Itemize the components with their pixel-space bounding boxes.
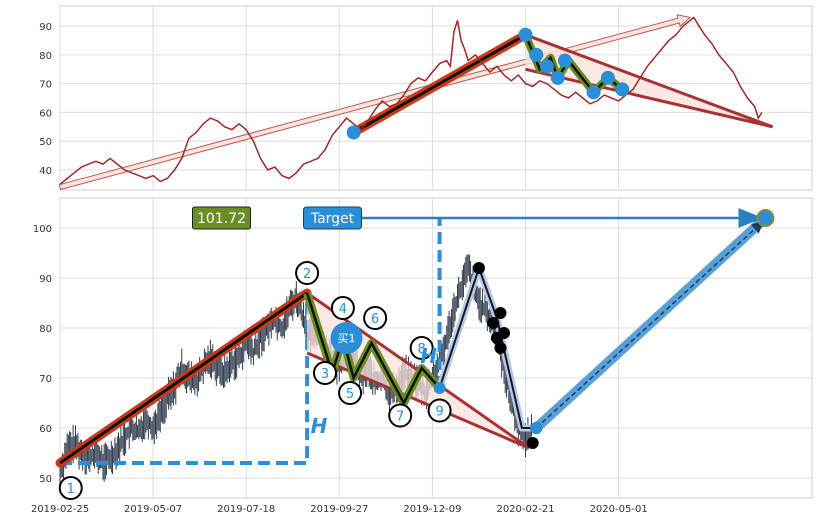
target-label: Target [310,211,355,227]
top-price-line [59,16,763,185]
top-pivot-dot-2 [529,47,544,62]
bottom-tick-y-0: 50 [39,474,52,485]
wave-number-circle-7 [388,403,413,428]
x-tick-label-1: 2019-05-07 [124,504,182,515]
top-wedge-lower [525,67,773,129]
top-pivot-dot-3 [540,59,555,74]
wave-number-5: 5 [346,387,354,402]
rally-inner [438,264,533,429]
height-label-left: H [311,414,328,438]
top-tick-y-3: 70 [39,80,52,91]
price-label-box [191,206,251,230]
wave-number-3: 3 [321,367,329,382]
bottom-frame [59,197,813,499]
x-tick-label-6: 2020-05-01 [590,504,648,515]
bottom-tick-y-4: 90 [39,274,52,285]
buy-dot [330,322,363,354]
bottom-panel: 50 60 70 80 90 100 买1 1 2 3 4 5 6 7 8 9 H H 101.72 Target [33,197,813,500]
wave-number-circle-2 [295,261,320,285]
wave-number-6: 6 [371,312,379,327]
wave-number-2: 2 [303,267,311,282]
buy-label: 买1 [337,332,355,345]
black-dot-6 [526,437,539,449]
top-tick-y-4: 80 [39,51,52,62]
wave-number-7: 7 [396,410,404,425]
black-dot-4 [498,327,511,339]
black-dot-3 [494,307,507,319]
bottom-tick-y-3: 80 [39,324,52,335]
top-wedge-upper [524,33,774,129]
x-tick-label-2: 2019-07-18 [217,504,275,515]
top-pivot-dot-6 [586,85,601,100]
bottom-tick-y-1: 60 [39,424,52,435]
black-dot-1 [487,317,500,329]
top-pivot-dot-1 [518,27,533,42]
bottom-wedge-lower [306,351,530,450]
price-label: 101.72 [197,211,246,227]
top-trend-inner [352,33,527,134]
x-tick-label-4: 2019-12-09 [403,504,461,515]
wave-number-circle-4 [330,296,355,320]
wave-number-circle-1 [58,476,83,500]
pivot-blue-dot-1 [530,422,543,434]
bottom-tick-y-5: 100 [33,224,52,235]
x-axis-labels: 2019-02-25 2019-05-07 2019-07-18 2019-09-27… [31,504,648,515]
black-dot-5 [494,342,507,354]
top-tick-y-2: 60 [39,108,52,119]
target-label-box [303,206,363,230]
wave-number-circle-9 [427,398,452,423]
top-pivot-dot-4 [550,70,565,85]
top-pivot-dot-5 [557,53,572,68]
x-tick-label-5: 2020-02-21 [496,504,554,515]
top-tick-y-5: 90 [39,22,52,33]
pivot-blue-dot-0 [433,382,446,394]
wave-number-8: 8 [418,342,426,357]
wave-number-1: 1 [67,482,75,497]
top-panel: 40 50 60 70 80 90 [39,5,813,191]
top-pivot-dot-7 [600,70,615,85]
wave-number-4: 4 [339,302,347,317]
wave-number-circle-3 [312,361,337,385]
top-tick-y-0: 40 [39,166,52,177]
x-tick-label-0: 2019-02-25 [31,504,89,515]
black-dot-0 [472,262,485,274]
bottom-trend-inner [59,291,308,465]
top-tick-y-1: 50 [39,137,52,148]
x-tick-label-3: 2019-09-27 [310,504,368,515]
projection-arrow [535,220,764,429]
wave-number-circle-6 [363,306,388,330]
wave-number-circle-5 [338,381,363,405]
top-pivot-dot-8 [615,82,630,97]
top-pivot-dot-0 [346,125,361,140]
wave-number-9: 9 [435,405,443,420]
bottom-tick-y-2: 70 [39,374,52,385]
target-dot [756,209,775,227]
height-label-right: H [420,344,437,368]
wave-number-circle-8 [409,336,434,360]
